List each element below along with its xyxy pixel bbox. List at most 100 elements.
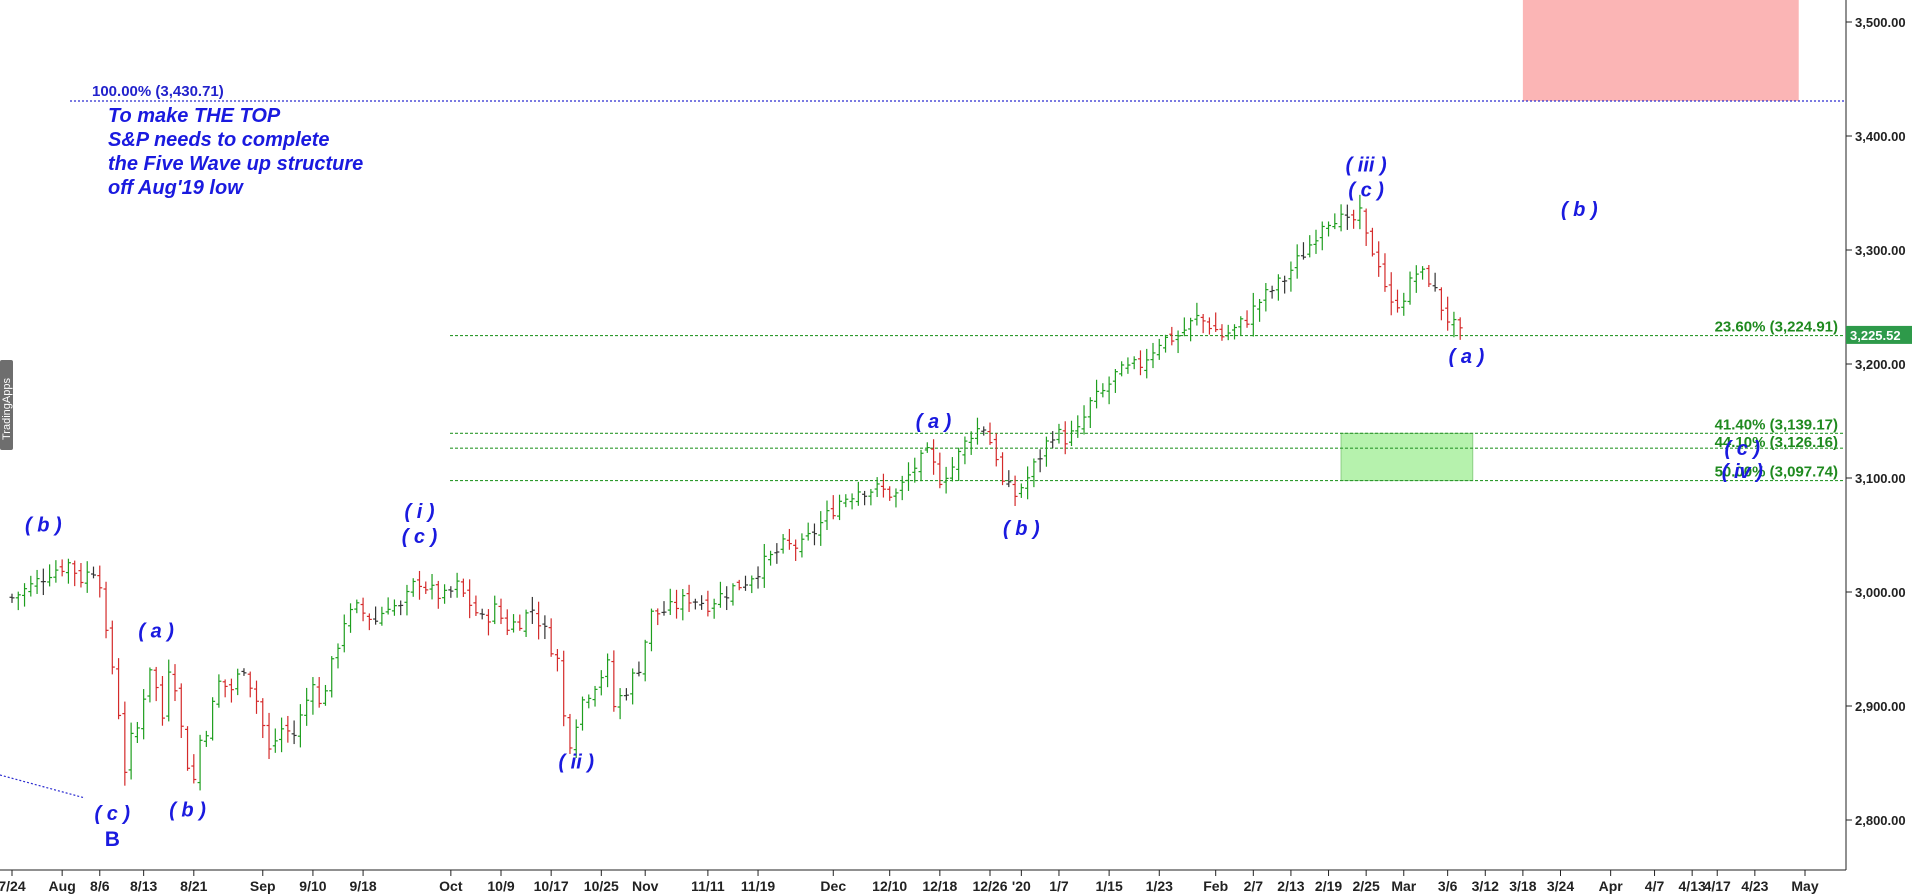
x-tick-label: 10/17 <box>534 878 569 894</box>
ohlc-bar <box>761 543 767 588</box>
ohlc-bar <box>191 754 197 784</box>
ohlc-bar <box>987 422 993 445</box>
y-tick-label: 3,300.00 <box>1855 243 1906 258</box>
ohlc-bar <box>561 650 567 727</box>
ohlc-bar <box>47 564 53 587</box>
watermark-badge: TradingApps <box>0 360 13 450</box>
ohlc-bar <box>97 565 103 598</box>
ohlc-bar <box>724 586 730 611</box>
ohlc-bar <box>755 566 761 589</box>
x-tick-label: May <box>1791 878 1818 894</box>
ohlc-bar <box>1106 376 1112 405</box>
zone-target-iv <box>1340 432 1474 482</box>
ohlc-bar <box>1232 324 1237 340</box>
ohlc-bar <box>1395 289 1400 313</box>
ohlc-bar <box>899 475 905 501</box>
fib-label: 44.10% (3,126.16) <box>1715 434 1838 451</box>
x-tick-label: 2/25 <box>1353 878 1380 894</box>
ohlc-bar <box>542 615 548 640</box>
ohlc-bar <box>473 595 479 617</box>
ohlc-bar <box>1326 221 1332 237</box>
ohlc-bar <box>642 639 648 682</box>
ohlc-bar <box>1094 379 1100 409</box>
ohlc-bar <box>1269 285 1275 299</box>
ohlc-bar <box>316 677 322 708</box>
ohlc-bar <box>147 667 153 703</box>
ohlc-bar <box>116 658 122 720</box>
ohlc-bar <box>1069 420 1074 447</box>
ohlc-bar <box>931 439 937 475</box>
ohlc-bar <box>974 417 980 445</box>
x-tick-label: '20 <box>1012 878 1031 894</box>
ohlc-bar <box>429 574 435 600</box>
ohlc-bar <box>78 563 84 588</box>
ohlc-bar <box>680 588 686 621</box>
x-tick-label: 3/6 <box>1438 878 1458 894</box>
ohlc-bar <box>1037 449 1043 473</box>
ohlc-bar <box>692 598 698 610</box>
ohlc-bar <box>1420 266 1426 280</box>
ohlc-bar <box>34 569 40 594</box>
ohlc-bar <box>304 687 310 726</box>
ohlc-bar <box>1376 241 1382 277</box>
watermark-text: TradingApps <box>1 378 13 440</box>
ohlc-bar <box>874 477 880 498</box>
ohlc-bar <box>1169 326 1175 346</box>
ohlc-bar <box>1062 421 1068 455</box>
ohlc-bar <box>830 495 836 520</box>
ohlc-bar <box>1407 271 1413 305</box>
ohlc-bar <box>824 500 830 530</box>
ohlc-bar <box>235 668 241 696</box>
ohlc-bar <box>216 674 222 708</box>
ohlc-bar <box>15 591 21 611</box>
wave-label: ( c ) <box>402 526 438 548</box>
ohlc-bar <box>266 712 272 760</box>
ohlc-bar <box>9 593 15 603</box>
ohlc-bar <box>59 559 65 577</box>
x-tick-label: 12/18 <box>922 878 957 894</box>
x-tick-label: 10/25 <box>584 878 619 894</box>
ohlc-bar <box>1263 283 1269 312</box>
ohlc-bar <box>1244 310 1250 328</box>
ohlc-bar <box>373 606 379 625</box>
ohlc-bar <box>442 584 448 604</box>
ohlc-bar <box>178 683 184 738</box>
ohlc-bar <box>843 494 849 508</box>
ohlc-bar <box>1056 423 1062 444</box>
ohlc-bar <box>1357 194 1363 230</box>
ohlc-bar <box>611 650 617 712</box>
ohlc-bar <box>385 597 391 615</box>
x-tick-label: Apr <box>1599 878 1624 894</box>
ohlc-bar <box>241 668 247 676</box>
ohlc-bar <box>479 608 485 620</box>
ohlc-bar <box>837 494 843 521</box>
ohlc-bar <box>185 726 191 771</box>
ohlc-bar <box>893 488 899 508</box>
ohlc-bar <box>329 656 335 698</box>
ohlc-bar <box>1457 317 1463 340</box>
ohlc-bar <box>1213 312 1219 332</box>
ohlc-bar <box>322 684 328 706</box>
ohlc-bar <box>1432 272 1438 292</box>
ohlc-bar <box>717 581 723 608</box>
ohlc-bar <box>786 528 792 550</box>
ohlc-bar <box>661 601 667 616</box>
ohlc-bar <box>943 466 949 494</box>
ohlc-bar <box>1050 431 1056 449</box>
wave-label: ( i ) <box>405 501 435 523</box>
ohlc-bar <box>1238 316 1244 337</box>
ohlc-bar <box>197 734 203 791</box>
ohlc-bar <box>1401 292 1407 316</box>
ohlc-bar <box>247 671 253 698</box>
x-tick-label: 2/7 <box>1244 878 1264 894</box>
wave-labels: ( b ) ( a ) ( c ) B ( b ) ( i ) ( c ) ( ii ) ( a… <box>25 154 1763 851</box>
wave-label: ( c ) <box>1348 179 1384 201</box>
ohlc-bar <box>1188 317 1194 342</box>
ohlc-bar <box>84 561 90 593</box>
y-tick-label: 3,400.00 <box>1855 129 1906 144</box>
ohlc-bar <box>1307 235 1313 258</box>
x-tick-label: 4/23 <box>1741 878 1768 894</box>
ohlc-bar <box>498 598 504 625</box>
ohlc-bar <box>1200 313 1206 334</box>
ohlc-bar <box>1319 221 1325 251</box>
